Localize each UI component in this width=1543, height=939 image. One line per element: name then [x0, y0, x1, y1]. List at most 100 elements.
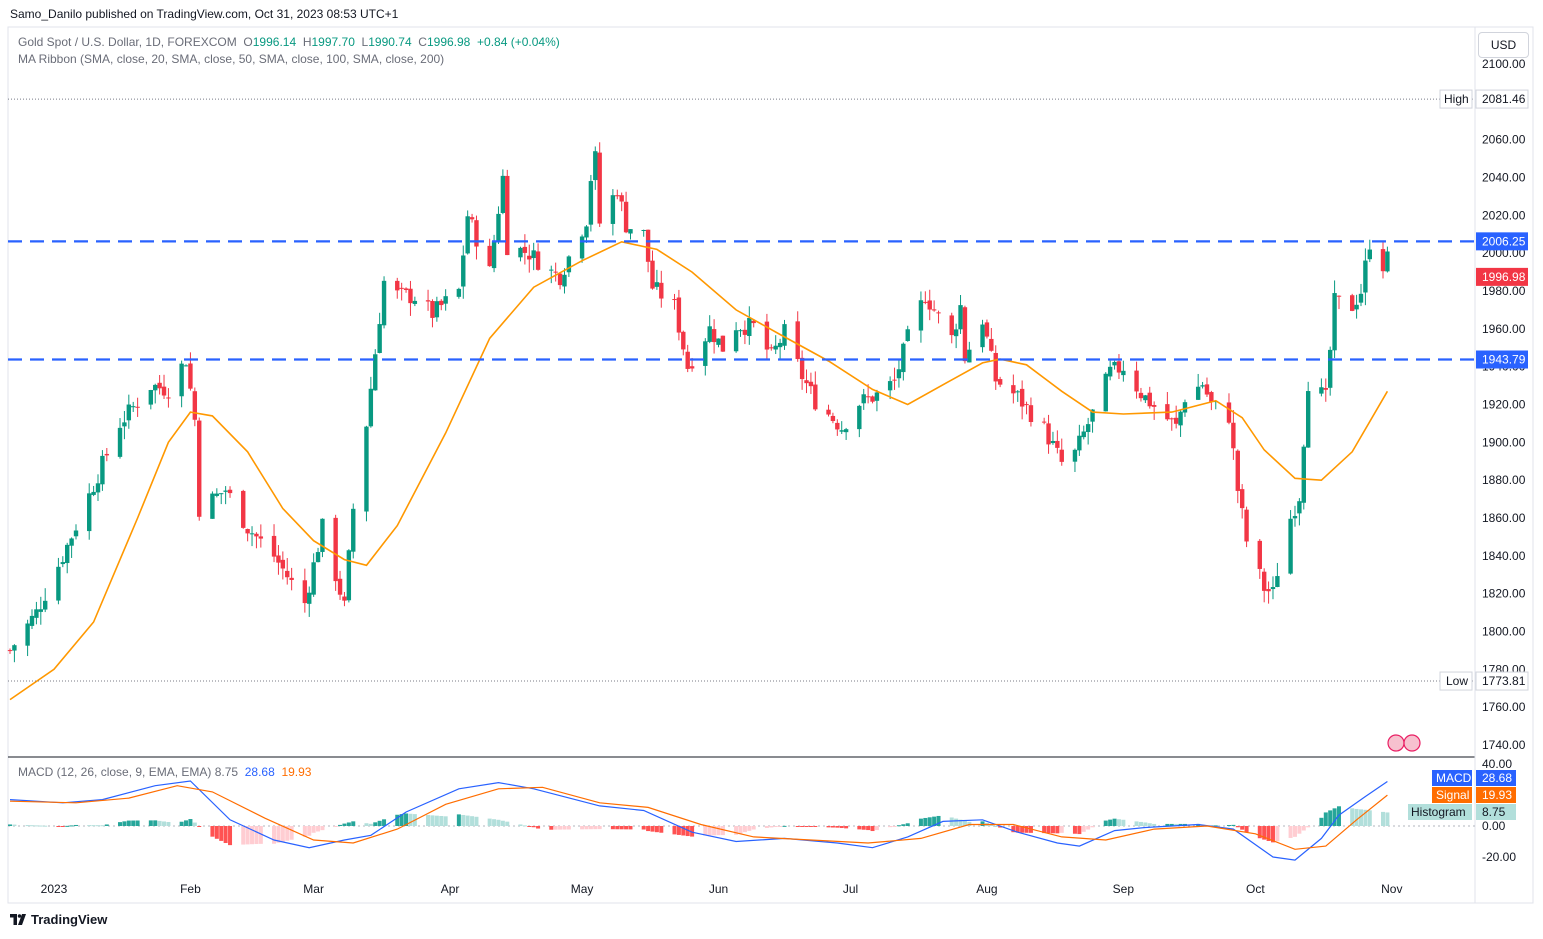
macd-tick-label: -20.00 [1482, 850, 1516, 864]
macd-histogram-bar [584, 826, 589, 830]
candle-body [1151, 405, 1157, 407]
macd-histogram-bar [690, 826, 695, 837]
macd-histogram-bar [1301, 826, 1306, 831]
macd-histogram-bar [258, 826, 263, 844]
price-tick-label: 2060.00 [1482, 133, 1526, 147]
macd-histogram-bar [408, 813, 413, 826]
macd-histogram-bar [219, 826, 224, 841]
candle-body [337, 578, 343, 595]
macd-histogram-bar [1385, 812, 1390, 826]
macd-legend-title: MACD (12, 26, close, 9, EMA, EMA) 8.75 [18, 765, 239, 779]
candle-body [522, 246, 528, 253]
candle-body [1134, 370, 1139, 392]
candle-body [1085, 424, 1091, 433]
macd-histogram-bar [901, 824, 906, 826]
candle-body [1209, 392, 1214, 402]
macd-histogram-bar [241, 826, 246, 845]
macd-histogram-bar [800, 826, 805, 827]
candle-body [1297, 501, 1302, 514]
high-label: H [302, 35, 312, 49]
candle-body [676, 297, 682, 333]
price-tick-label: 1900.00 [1482, 435, 1526, 449]
tradingview-footer[interactable]: TradingView [10, 912, 107, 927]
macd-histogram-bar [751, 826, 756, 830]
candle-body [183, 365, 189, 367]
macd-histogram-bar [703, 826, 708, 836]
macd-histogram-bar [905, 823, 910, 826]
macd-histogram-bar [896, 825, 901, 827]
macd-histogram-bar [228, 826, 233, 846]
macd-histogram-bar [778, 826, 783, 827]
macd-histogram-bar [949, 817, 954, 826]
open-value: 1996.14 [252, 35, 297, 49]
macd-histogram-bar [1275, 826, 1280, 842]
macd-histogram-bar [333, 826, 338, 827]
candle-body [1178, 411, 1183, 426]
macd-histogram-bar [659, 826, 664, 833]
candle-body [1266, 589, 1271, 592]
macd-value-box [1476, 770, 1516, 786]
macd-histogram-bar [1257, 826, 1262, 839]
price-tick-label: 1880.00 [1482, 473, 1526, 487]
macd-histogram-bar [923, 817, 928, 826]
candle-body [1041, 421, 1047, 423]
candle-body [1301, 446, 1306, 503]
symbol-title: Gold Spot / U.S. Dollar, 1D, FOREXCOM [18, 35, 237, 49]
macd-histogram-bar [641, 826, 646, 830]
candle-body [38, 609, 44, 612]
macd-histogram-bar [474, 816, 479, 826]
macd-histogram-bar [60, 826, 65, 827]
candle-body [91, 491, 96, 495]
candle-body [87, 493, 92, 532]
candle-body [813, 384, 818, 410]
resistance-price-label: 2006.25 [1482, 234, 1526, 248]
macd-histogram-bar [192, 822, 197, 826]
axis-labels: High 2081.46 Low 1773.81 2006.25 1943.79 1996.… [1439, 89, 1529, 691]
macd-histogram-bar [531, 826, 536, 828]
time-tick-label: 2023 [41, 882, 68, 896]
macd-histogram-bar [8, 824, 12, 826]
macd-histogram-bar [461, 814, 466, 826]
currency-button[interactable]: USD [1478, 32, 1529, 58]
candle-body [650, 260, 655, 289]
macd-histogram-bar [346, 822, 351, 826]
candle-body [936, 312, 941, 314]
candle-body [1028, 405, 1034, 423]
price-axis: 2100.002080.002060.002040.002020.002000.… [1482, 57, 1526, 752]
macd-histogram-bar [30, 825, 35, 827]
candle-body [1200, 385, 1205, 387]
candle-body [1319, 387, 1324, 394]
candle-body [623, 201, 629, 233]
candle-body [689, 366, 695, 369]
candle-body [1011, 385, 1016, 394]
macd-histogram-bar [936, 815, 941, 826]
footer-brand: TradingView [31, 912, 108, 927]
macd-histogram-bar [131, 820, 136, 826]
candle-body [804, 380, 809, 384]
candle-body [373, 354, 378, 391]
macd-histogram-bar [382, 819, 387, 826]
macd-histogram-bar [1081, 826, 1086, 832]
candle-body [1121, 370, 1126, 376]
macd-histogram-bar [280, 826, 285, 842]
last-price-label-box [1476, 267, 1528, 286]
macd-histogram-bar [712, 826, 717, 836]
candle-body [43, 600, 48, 610]
candle-body [553, 271, 558, 273]
macd-histogram-bar [654, 826, 659, 833]
tradingview-logo-icon [10, 914, 26, 925]
macd-histogram-bar [1363, 809, 1368, 826]
signal-value-label: 19.93 [1482, 788, 1512, 802]
macd-histogram-bar [1138, 821, 1143, 826]
macd-histogram-bar [839, 826, 844, 829]
candle-body [1195, 386, 1201, 400]
macd-histogram-bar [857, 826, 862, 830]
macd-histogram-bar [395, 814, 400, 826]
candle-body [584, 226, 589, 238]
publisher-line: Samo_Danilo published on TradingView.com… [10, 7, 399, 21]
candle-body [641, 229, 646, 231]
macd-histogram-bar [685, 826, 690, 837]
macd-histogram-bar [593, 826, 598, 830]
candle-body [346, 550, 352, 601]
